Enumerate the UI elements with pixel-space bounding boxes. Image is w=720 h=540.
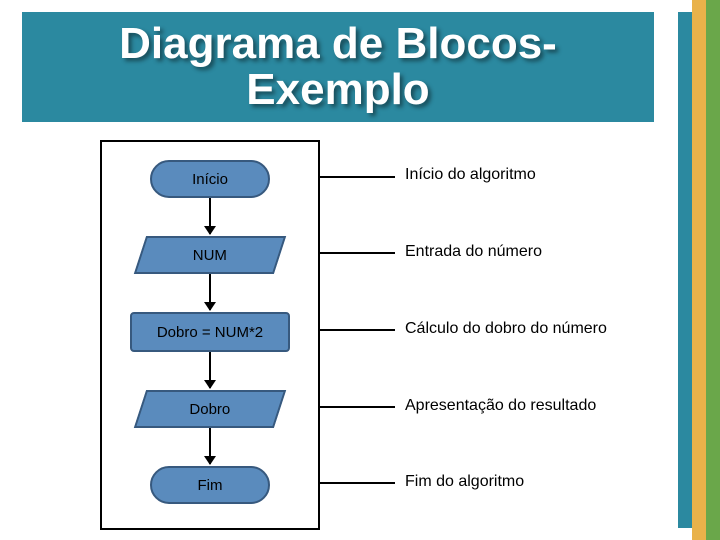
accent-stripe-inner	[678, 12, 692, 528]
desc-fim: Fim do algoritmo	[405, 473, 524, 491]
desc-num: Entrada do número	[405, 243, 542, 261]
flowchart-container: Início NUM Dobro = NUM*2 Dobro Fim	[100, 140, 320, 530]
connector-line	[320, 482, 395, 484]
connector-line	[320, 176, 395, 178]
node-num: NUM	[134, 236, 286, 274]
node-label: Fim	[198, 477, 223, 494]
connector-line	[320, 406, 395, 408]
connector-line	[320, 252, 395, 254]
connector-line	[320, 329, 395, 331]
arrow	[209, 428, 211, 464]
node-label: Dobro	[142, 401, 278, 418]
accent-stripe-outer	[706, 0, 720, 540]
arrow	[209, 274, 211, 310]
desc-inicio: Início do algoritmo	[405, 166, 536, 184]
title-bar: Diagrama de Blocos-Exemplo	[22, 12, 654, 122]
desc-process: Cálculo do dobro do número	[405, 320, 607, 338]
node-dobro: Dobro	[134, 390, 286, 428]
node-label: NUM	[142, 247, 278, 264]
node-label: Início	[192, 171, 228, 188]
accent-stripe-mid	[692, 0, 706, 540]
node-fim: Fim	[150, 466, 270, 504]
arrow	[209, 198, 211, 234]
page-title: Diagrama de Blocos-Exemplo	[119, 21, 557, 113]
desc-dobro: Apresentação do resultado	[405, 397, 596, 415]
arrow	[209, 352, 211, 388]
node-label: Dobro = NUM*2	[157, 324, 263, 341]
node-process: Dobro = NUM*2	[130, 312, 290, 352]
node-inicio: Início	[150, 160, 270, 198]
